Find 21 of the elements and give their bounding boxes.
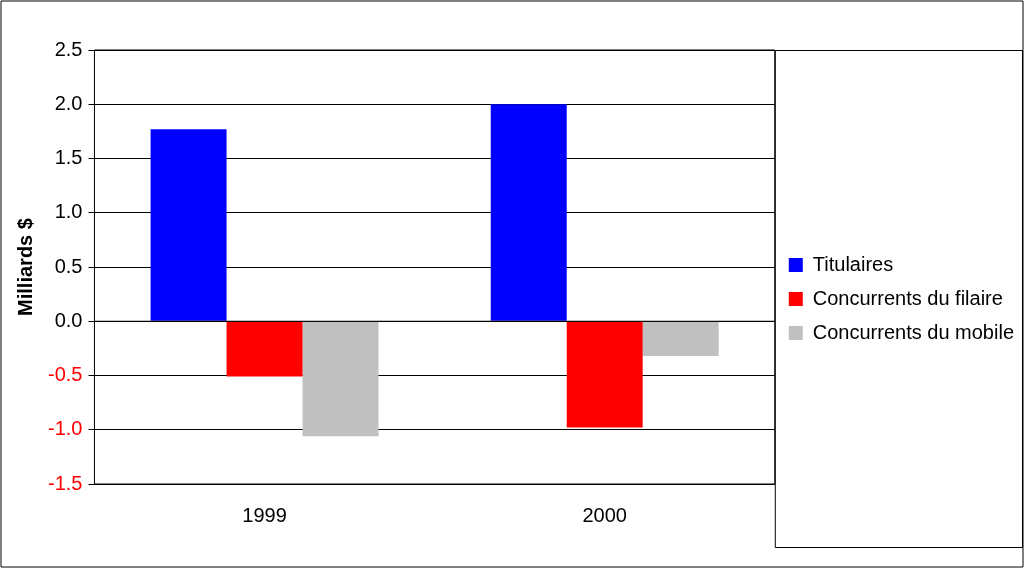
bar [150, 129, 227, 321]
y-tick-label: 0.0 [54, 308, 83, 331]
bar [226, 321, 303, 377]
bar [642, 321, 719, 356]
y-tick-label: 1.5 [54, 146, 83, 169]
y-tick-label: 2.5 [54, 37, 83, 60]
y-tick-label: 1.0 [54, 200, 83, 223]
y-tick-label: -0.5 [47, 363, 83, 386]
y-axis-title: Milliards $ [13, 218, 36, 316]
x-tick-label: 2000 [582, 503, 627, 526]
bar [302, 321, 379, 437]
legend-label: Concurrents du filaire [812, 286, 1003, 309]
y-tick-label: -1.5 [47, 471, 83, 494]
bar [566, 321, 643, 428]
x-tick-label: 1999 [242, 503, 287, 526]
legend-label: Concurrents du mobile [812, 320, 1015, 343]
y-tick-label: 0.5 [54, 254, 83, 277]
y-tick-label: 2.0 [54, 91, 83, 114]
legend-label: Titulaires [812, 252, 894, 275]
y-tick-label: -1.0 [47, 417, 83, 440]
bar [490, 104, 567, 321]
